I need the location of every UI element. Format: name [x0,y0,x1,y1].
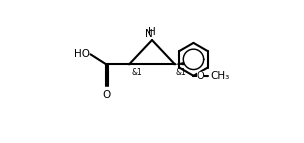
Text: N: N [144,29,152,39]
Text: H: H [148,27,156,37]
Text: CH₃: CH₃ [210,71,229,81]
Text: HO: HO [74,49,90,59]
Text: O: O [197,71,204,81]
Text: O: O [102,90,110,100]
Text: &1: &1 [131,68,142,77]
Text: &1: &1 [176,68,186,77]
